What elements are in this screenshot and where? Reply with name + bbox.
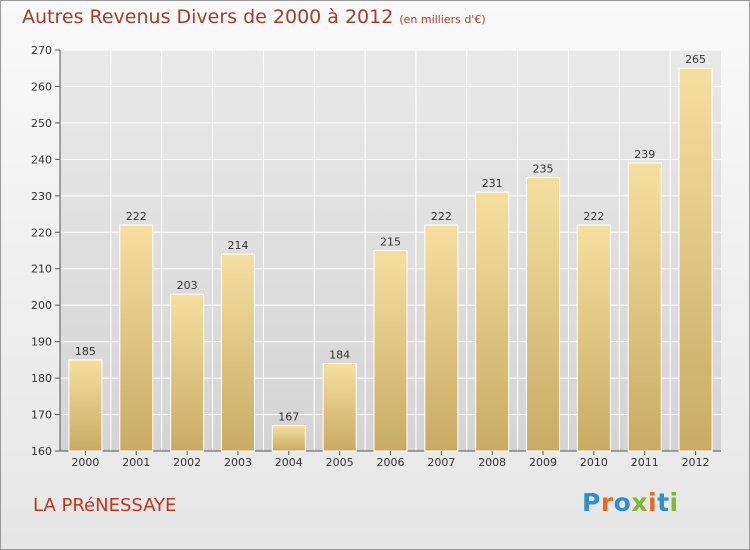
data-label-2004: 167 — [278, 410, 299, 423]
bar-2003 — [220, 253, 255, 452]
logo-letter: i — [648, 488, 658, 517]
proxiti-logo[interactable]: Proxiti — [582, 488, 679, 517]
data-label-2010: 222 — [583, 210, 604, 223]
chart-title: Autres Revenus Divers de 2000 à 2012 (en … — [22, 6, 486, 28]
x-tick-label-2010: 2010 — [580, 456, 608, 469]
y-tick-label: 180 — [31, 372, 52, 385]
data-label-2001: 222 — [126, 210, 147, 223]
data-label-2002: 203 — [177, 279, 198, 292]
commune-name: LA PRéNESSAYE — [33, 495, 177, 516]
x-tick-label-2006: 2006 — [377, 456, 405, 469]
x-tick-label-2012: 2012 — [682, 456, 710, 469]
bar-2004 — [271, 424, 306, 452]
data-label-2012: 265 — [685, 53, 706, 66]
logo-letter: o — [613, 488, 632, 517]
x-tick-label-2002: 2002 — [173, 456, 201, 469]
bar-2001 — [119, 224, 154, 452]
chart-subtitle: (en milliers d'€) — [399, 13, 486, 26]
bar-2000 — [68, 359, 103, 452]
y-tick-label: 250 — [31, 117, 52, 130]
bar-2009 — [526, 177, 561, 452]
data-label-2011: 239 — [634, 148, 655, 161]
y-tick-label: 210 — [31, 263, 52, 276]
y-tick-label: 230 — [31, 190, 52, 203]
x-tick-label-2007: 2007 — [427, 456, 455, 469]
data-label-2007: 222 — [431, 210, 452, 223]
data-label-2003: 214 — [227, 239, 248, 252]
y-tick-label: 160 — [31, 445, 52, 458]
logo-letter: t — [657, 488, 670, 517]
data-label-2009: 235 — [533, 163, 554, 176]
logo-letter: P — [582, 488, 601, 517]
y-tick-label: 190 — [31, 336, 52, 349]
x-tick-label-2000: 2000 — [71, 456, 99, 469]
data-label-2008: 231 — [482, 177, 503, 190]
y-tick-label: 170 — [31, 409, 52, 422]
x-tick-label-2011: 2011 — [631, 456, 659, 469]
x-tick-label-2004: 2004 — [275, 456, 303, 469]
data-label-2000: 185 — [75, 345, 96, 358]
bar-2002 — [170, 293, 205, 452]
logo-letter: i — [669, 488, 679, 517]
bar-2006 — [373, 250, 408, 452]
bar-2005 — [322, 363, 357, 452]
bar-2011 — [627, 162, 662, 452]
logo-letter: x — [631, 488, 648, 517]
y-tick-label: 270 — [31, 44, 52, 57]
y-tick-label: 200 — [31, 299, 52, 312]
y-tick-label: 240 — [31, 153, 52, 166]
x-tick-label-2008: 2008 — [478, 456, 506, 469]
bar-2008 — [475, 191, 510, 452]
y-tick-label: 220 — [31, 226, 52, 239]
x-tick-label-2001: 2001 — [122, 456, 150, 469]
y-tick-label: 260 — [31, 80, 52, 93]
logo-letter: r — [600, 488, 614, 517]
x-tick-label-2005: 2005 — [326, 456, 354, 469]
chart-title-text: Autres Revenus Divers de 2000 à 2012 — [22, 6, 394, 28]
data-label-2006: 215 — [380, 236, 401, 249]
x-tick-label-2009: 2009 — [529, 456, 557, 469]
bar-2007 — [424, 224, 459, 452]
bar-2012 — [678, 67, 713, 452]
bar-2010 — [576, 224, 611, 452]
x-tick-label-2003: 2003 — [224, 456, 252, 469]
data-label-2005: 184 — [329, 349, 350, 362]
